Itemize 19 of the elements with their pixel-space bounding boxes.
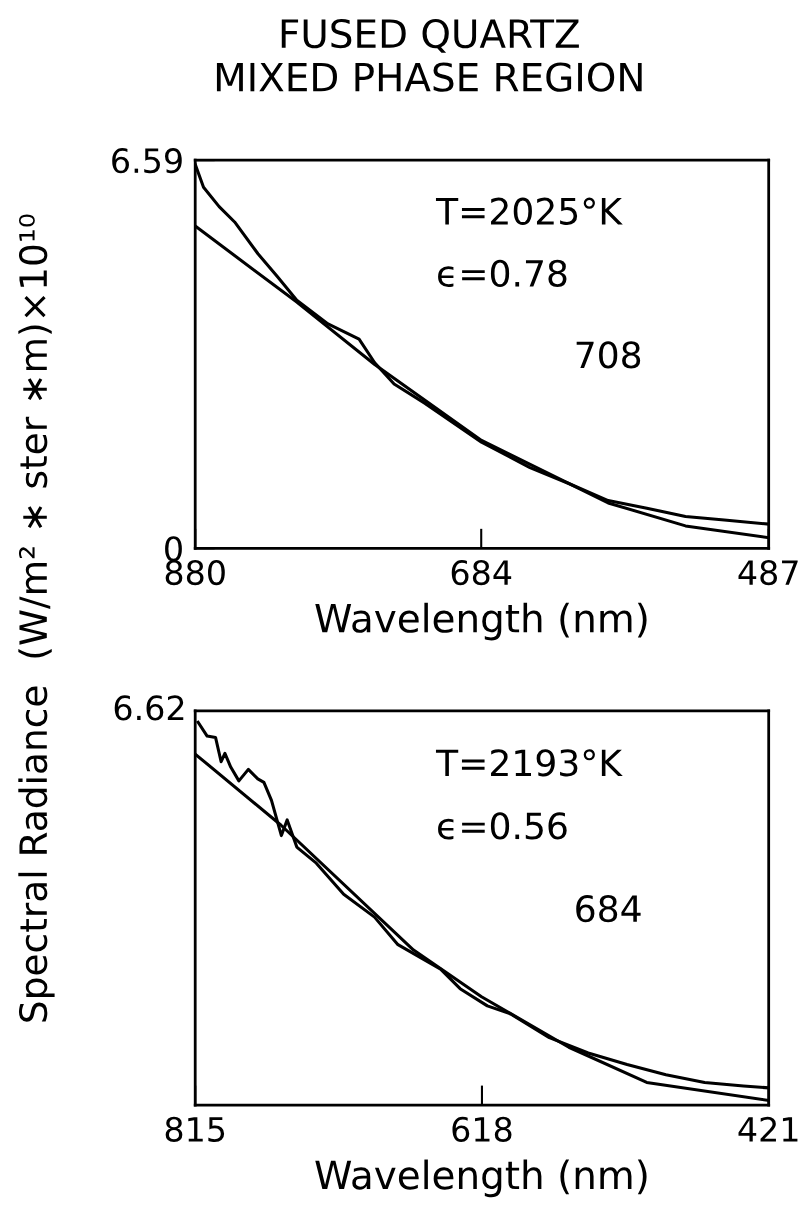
x-tick-label: 421	[738, 1116, 798, 1142]
x-axis-title: Wavelength (nm)	[315, 1159, 647, 1198]
y-axis-title: Spectral Radiance (W/m² ∗ ster ∗m)×10¹⁰	[18, 214, 55, 1022]
x-tick-label: 880	[165, 559, 225, 586]
y-tick-label: 6.59	[112, 148, 182, 174]
annotation: ϵ=0.78	[438, 259, 567, 288]
x-axis-title: Wavelength (nm)	[315, 602, 647, 641]
annotation: T=2193°K	[435, 749, 623, 777]
annotation: 708	[576, 341, 641, 369]
annotation: 684	[576, 895, 641, 923]
annotation: ϵ=0.56	[438, 812, 567, 840]
x-tick-label: 618	[452, 1116, 512, 1142]
x-tick-label: 684	[451, 559, 512, 586]
text: 6.62	[114, 695, 184, 721]
x-tick-label: 487	[738, 559, 798, 586]
x-tick-label: 815	[165, 1116, 225, 1142]
annotation: T=2025°K	[435, 197, 623, 225]
y-tick-label: 0	[165, 536, 182, 562]
chart-title: FUSED QUARTZ MIXED PHASE REGION	[216, 18, 642, 92]
